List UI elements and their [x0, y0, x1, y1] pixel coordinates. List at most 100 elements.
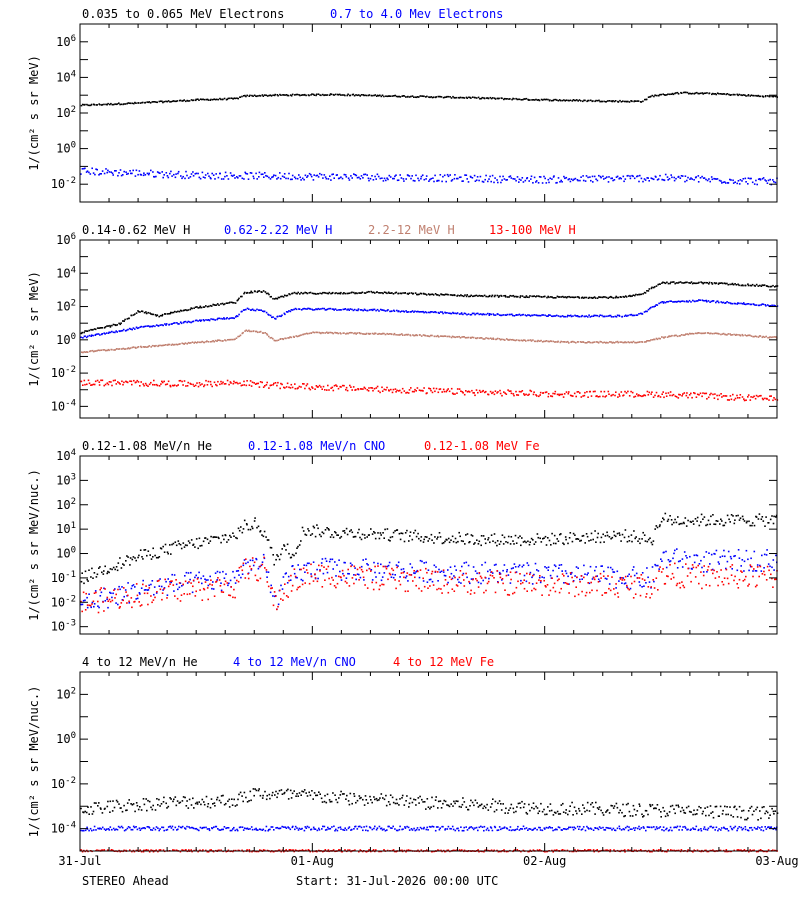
data-point: [220, 317, 222, 320]
data-point: [93, 802, 96, 804]
data-point: [172, 344, 175, 346]
data-point: [555, 341, 557, 343]
data-point: [248, 384, 251, 386]
data-point: [460, 582, 462, 584]
data-point: [160, 547, 163, 550]
data-point: [210, 177, 212, 180]
data-point: [545, 182, 548, 184]
data-point: [189, 593, 191, 595]
data-point: [416, 387, 419, 389]
data-point: [245, 172, 247, 175]
data-point: [625, 341, 628, 344]
data-point: [171, 311, 173, 314]
data-point: [624, 529, 627, 531]
data-point: [431, 539, 433, 541]
data-point: [569, 296, 572, 299]
data-point: [326, 571, 329, 574]
data-point: [447, 175, 450, 178]
data-point: [618, 580, 620, 582]
data-point: [681, 522, 683, 525]
data-point: [752, 94, 754, 97]
data-point: [177, 588, 179, 591]
data-point: [700, 559, 702, 562]
data-point: [321, 307, 324, 310]
data-point: [323, 174, 326, 176]
data-point: [351, 177, 353, 179]
data-point: [673, 521, 675, 524]
data-point: [400, 391, 403, 394]
data-point: [93, 572, 96, 574]
data-point: [187, 381, 189, 384]
data-point: [645, 310, 647, 313]
data-point: [693, 179, 695, 181]
data-point: [431, 96, 434, 99]
data-point: [83, 582, 85, 585]
data-point: [290, 574, 292, 577]
data-point: [110, 102, 112, 105]
data-point: [752, 570, 754, 572]
data-point: [441, 293, 443, 296]
data-point: [622, 577, 625, 579]
data-point: [337, 94, 340, 96]
data-point: [230, 317, 233, 319]
data-point: [249, 528, 252, 531]
data-point: [596, 589, 598, 592]
data-point: [211, 98, 214, 101]
data-point: [584, 342, 587, 344]
data-point: [523, 394, 526, 396]
data-point: [238, 529, 241, 532]
data-point: [740, 302, 742, 305]
data-point: [139, 311, 141, 313]
data-point: [555, 182, 557, 184]
data-point: [568, 178, 571, 180]
data-point: [592, 100, 594, 102]
data-point: [204, 537, 207, 539]
data-point: [657, 394, 660, 397]
data-point: [142, 583, 144, 586]
data-point: [722, 301, 725, 304]
data-point: [450, 539, 452, 541]
data-point: [477, 543, 480, 545]
data-point: [363, 386, 366, 389]
data-point: [216, 303, 219, 305]
data-point: [655, 337, 658, 340]
data-point: [492, 391, 494, 394]
data-point: [737, 334, 739, 336]
data-point: [117, 174, 119, 177]
data-point: [162, 344, 164, 347]
data-point: [681, 581, 683, 583]
data-point: [107, 606, 109, 609]
data-point: [165, 324, 167, 326]
data-point: [216, 384, 218, 387]
data-point: [636, 294, 639, 296]
data-point: [346, 389, 349, 392]
data-point: [737, 302, 739, 304]
data-point: [273, 591, 276, 593]
data-point: [528, 296, 530, 299]
data-point: [679, 394, 681, 396]
data-point: [471, 177, 474, 179]
data-point: [219, 383, 221, 386]
data-point: [662, 568, 664, 570]
data-point: [674, 334, 676, 337]
data-point: [550, 395, 552, 397]
data-point: [241, 384, 244, 386]
data-point: [174, 595, 176, 597]
data-point: [362, 94, 364, 96]
data-point: [726, 399, 729, 401]
data-point: [131, 314, 133, 317]
data-point: [454, 537, 457, 540]
data-point: [747, 303, 750, 305]
data-point: [334, 308, 337, 310]
data-point: [675, 177, 677, 180]
data-point: [84, 570, 87, 573]
data-point: [707, 565, 710, 568]
data-point: [171, 543, 173, 546]
data-point: [611, 576, 613, 578]
data-point: [219, 172, 221, 175]
data-point: [595, 541, 597, 543]
data-point: [378, 292, 380, 294]
data-point: [127, 328, 129, 331]
data-point: [145, 312, 148, 315]
data-point: [120, 330, 122, 332]
